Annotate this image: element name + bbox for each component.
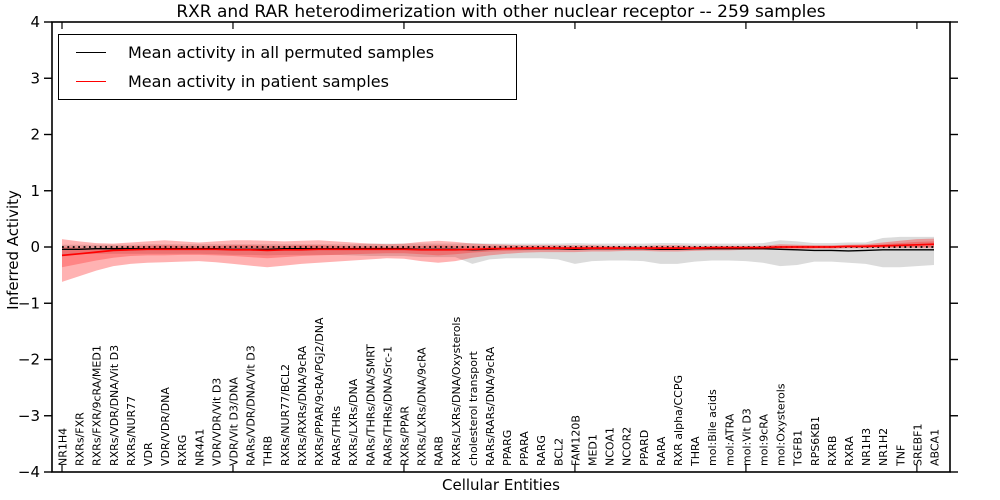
legend-label-permuted: Mean activity in all permuted samples (128, 43, 435, 62)
x-category-label: VDR/VDR/Vit D3 (210, 378, 223, 466)
y-tick-label: 1 (30, 182, 40, 200)
y-axis-label: Inferred Activity (4, 190, 22, 310)
x-category-label: RXRs/PPAR/9cRA/PGJ2/DNA (313, 317, 326, 466)
x-category-label: VDR/Vit D3/DNA (227, 377, 240, 466)
x-category-label: RXRB (826, 436, 839, 466)
x-category-label: NR1H2 (877, 428, 890, 466)
x-category-label: VDR (142, 442, 155, 466)
x-category-label: RXRs/NUR77/BCL2 (279, 364, 292, 466)
legend-entry-patient: Mean activity in patient samples (59, 67, 516, 96)
x-category-label: RXRG (176, 435, 189, 466)
x-category-label: cholesterol transport (467, 351, 480, 466)
x-category-label: mol:Bile acids (706, 389, 719, 466)
x-category-label: TNF (894, 445, 907, 467)
y-tick-label: −3 (18, 407, 40, 425)
x-category-label: THRA (689, 436, 702, 467)
x-category-label: RARs/VDR/DNA/Vit D3 (245, 345, 258, 466)
x-category-label: RARs/RARs/DNA/9cRA (484, 346, 497, 466)
x-category-label: RXRs/LXRs/DNA/Oxysterols (450, 317, 463, 466)
x-category-label: RXRs/PPAR (398, 406, 411, 466)
permuted-std-band (62, 236, 934, 268)
x-category-label: RARG (535, 435, 548, 466)
x-category-label: RXRs/LXRs/DNA/9cRA (416, 347, 429, 466)
x-category-label: RARA (655, 436, 668, 466)
x-category-label: RARB (433, 436, 446, 466)
y-tick-label: −1 (18, 294, 40, 312)
x-category-label: RARs/THRs/DNA/Src-1 (381, 346, 394, 466)
x-category-label: NR1H3 (860, 428, 873, 466)
chart-title: RXR and RAR heterodimerization with othe… (176, 2, 826, 22)
x-category-label: MED1 (587, 434, 600, 466)
x-category-label: VDR/VDR/DNA (159, 387, 172, 466)
x-category-label: NCOA1 (604, 427, 617, 466)
x-category-label: THRB (262, 436, 275, 467)
y-tick-label: 0 (30, 238, 40, 256)
x-category-label: RXR alpha/CCPG (672, 375, 685, 466)
y-tick-label: 2 (30, 126, 40, 144)
legend-label-patient: Mean activity in patient samples (128, 72, 389, 91)
x-category-label: NCOR2 (621, 427, 634, 466)
x-category-label: RXRs/FXR (74, 412, 87, 466)
x-category-label: mol:ATRA (723, 413, 736, 466)
x-category-label: ABCA1 (929, 429, 942, 466)
x-category-label: NR1H4 (57, 428, 70, 466)
x-category-label: RARs/THRs (330, 406, 343, 466)
y-tick-label: 4 (30, 13, 40, 31)
x-category-label: RARs/THRs/DNA/SMRT (364, 344, 377, 466)
x-category-label: RXRs/LXRs/DNA (347, 378, 360, 466)
patient-mean-line (61, 243, 935, 257)
x-category-label: mol:Vit D3 (740, 408, 753, 466)
patient-line-swatch (76, 81, 106, 82)
x-category-label: PPARD (638, 430, 651, 466)
x-category-label: SREBF1 (911, 424, 924, 466)
x-category-label: FAM120B (569, 415, 582, 466)
permuted-line-swatch (76, 52, 106, 53)
x-category-label: mol:9cRA (758, 414, 771, 466)
x-category-label: PPARA (518, 431, 531, 466)
x-category-label: RXRs/NUR77 (125, 396, 138, 466)
x-category-label: RXRA (843, 436, 856, 466)
legend-entry-permuted: Mean activity in all permuted samples (59, 38, 516, 67)
x-category-label: RXRs/VDR/DNA/Vit D3 (108, 345, 121, 466)
y-tick-label: −2 (18, 351, 40, 369)
x-category-label: PPARG (501, 430, 514, 466)
y-tick-label: −4 (18, 463, 40, 481)
legend-box: Mean activity in all permuted samples Me… (58, 34, 517, 100)
x-category-label: RPS6KB1 (809, 416, 822, 466)
x-category-label: TGFB1 (792, 430, 805, 467)
x-category-label: RXRs/RXRs/DNA/9cRA (296, 345, 309, 466)
x-category-label: NR4A1 (193, 429, 206, 466)
x-category-label: mol:Oxysterols (775, 383, 788, 466)
x-category-label: BCL2 (552, 438, 565, 466)
x-category-label: RXRs/FXR/9cRA/MED1 (91, 345, 104, 466)
x-axis-label: Cellular Entities (442, 476, 560, 494)
y-tick-label: 3 (30, 69, 40, 87)
